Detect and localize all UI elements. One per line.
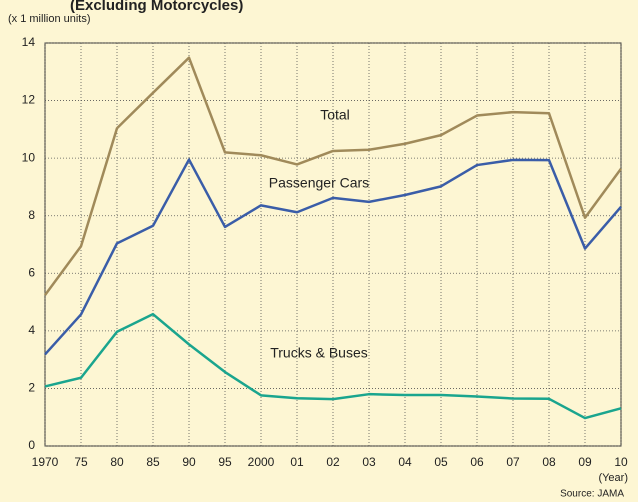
x-axis-label: (Year) bbox=[598, 472, 628, 484]
x-tick-label: 06 bbox=[470, 455, 484, 469]
x-tick-label: 1970 bbox=[32, 455, 59, 469]
x-tick-label: 08 bbox=[542, 455, 556, 469]
y-tick-label: 2 bbox=[28, 381, 35, 395]
series-line bbox=[43, 56, 623, 296]
y-tick-label: 0 bbox=[28, 438, 35, 452]
y-tick-label: 4 bbox=[28, 323, 35, 337]
x-tick-label: 95 bbox=[218, 455, 232, 469]
x-tick-label: 10 bbox=[614, 455, 628, 469]
y-tick-label: 14 bbox=[22, 35, 36, 49]
x-tick-label: 07 bbox=[506, 455, 520, 469]
series-label: Total bbox=[320, 107, 350, 123]
x-tick-label: 02 bbox=[326, 455, 340, 469]
series-line bbox=[44, 312, 622, 420]
x-tick-label: 05 bbox=[434, 455, 448, 469]
x-tick-label: 80 bbox=[110, 455, 124, 469]
x-tick-label: 09 bbox=[578, 455, 592, 469]
source: Source: JAMA bbox=[560, 489, 624, 500]
y-tick-label: 12 bbox=[22, 93, 36, 107]
series-label: Passenger Cars bbox=[269, 175, 369, 191]
x-tick-label: 75 bbox=[74, 455, 88, 469]
x-tick-label: 85 bbox=[146, 455, 160, 469]
series-label: Trucks & Buses bbox=[270, 345, 368, 361]
x-tick-label: 03 bbox=[362, 455, 376, 469]
x-tick-label: 01 bbox=[290, 455, 304, 469]
x-tick-label: 2000 bbox=[248, 455, 275, 469]
x-tick-label: 90 bbox=[182, 455, 196, 469]
y-tick-label: 6 bbox=[28, 265, 35, 279]
x-tick-label: 04 bbox=[398, 455, 412, 469]
y-axis-label: (x 1 million units) bbox=[8, 13, 91, 25]
y-tick-label: 10 bbox=[22, 150, 36, 164]
chart-title: (Excluding Motorcycles) bbox=[70, 0, 243, 14]
series-line bbox=[44, 158, 622, 356]
y-tick-label: 8 bbox=[28, 208, 35, 222]
